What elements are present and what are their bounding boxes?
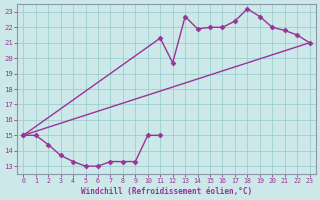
X-axis label: Windchill (Refroidissement éolien,°C): Windchill (Refroidissement éolien,°C) <box>81 187 252 196</box>
